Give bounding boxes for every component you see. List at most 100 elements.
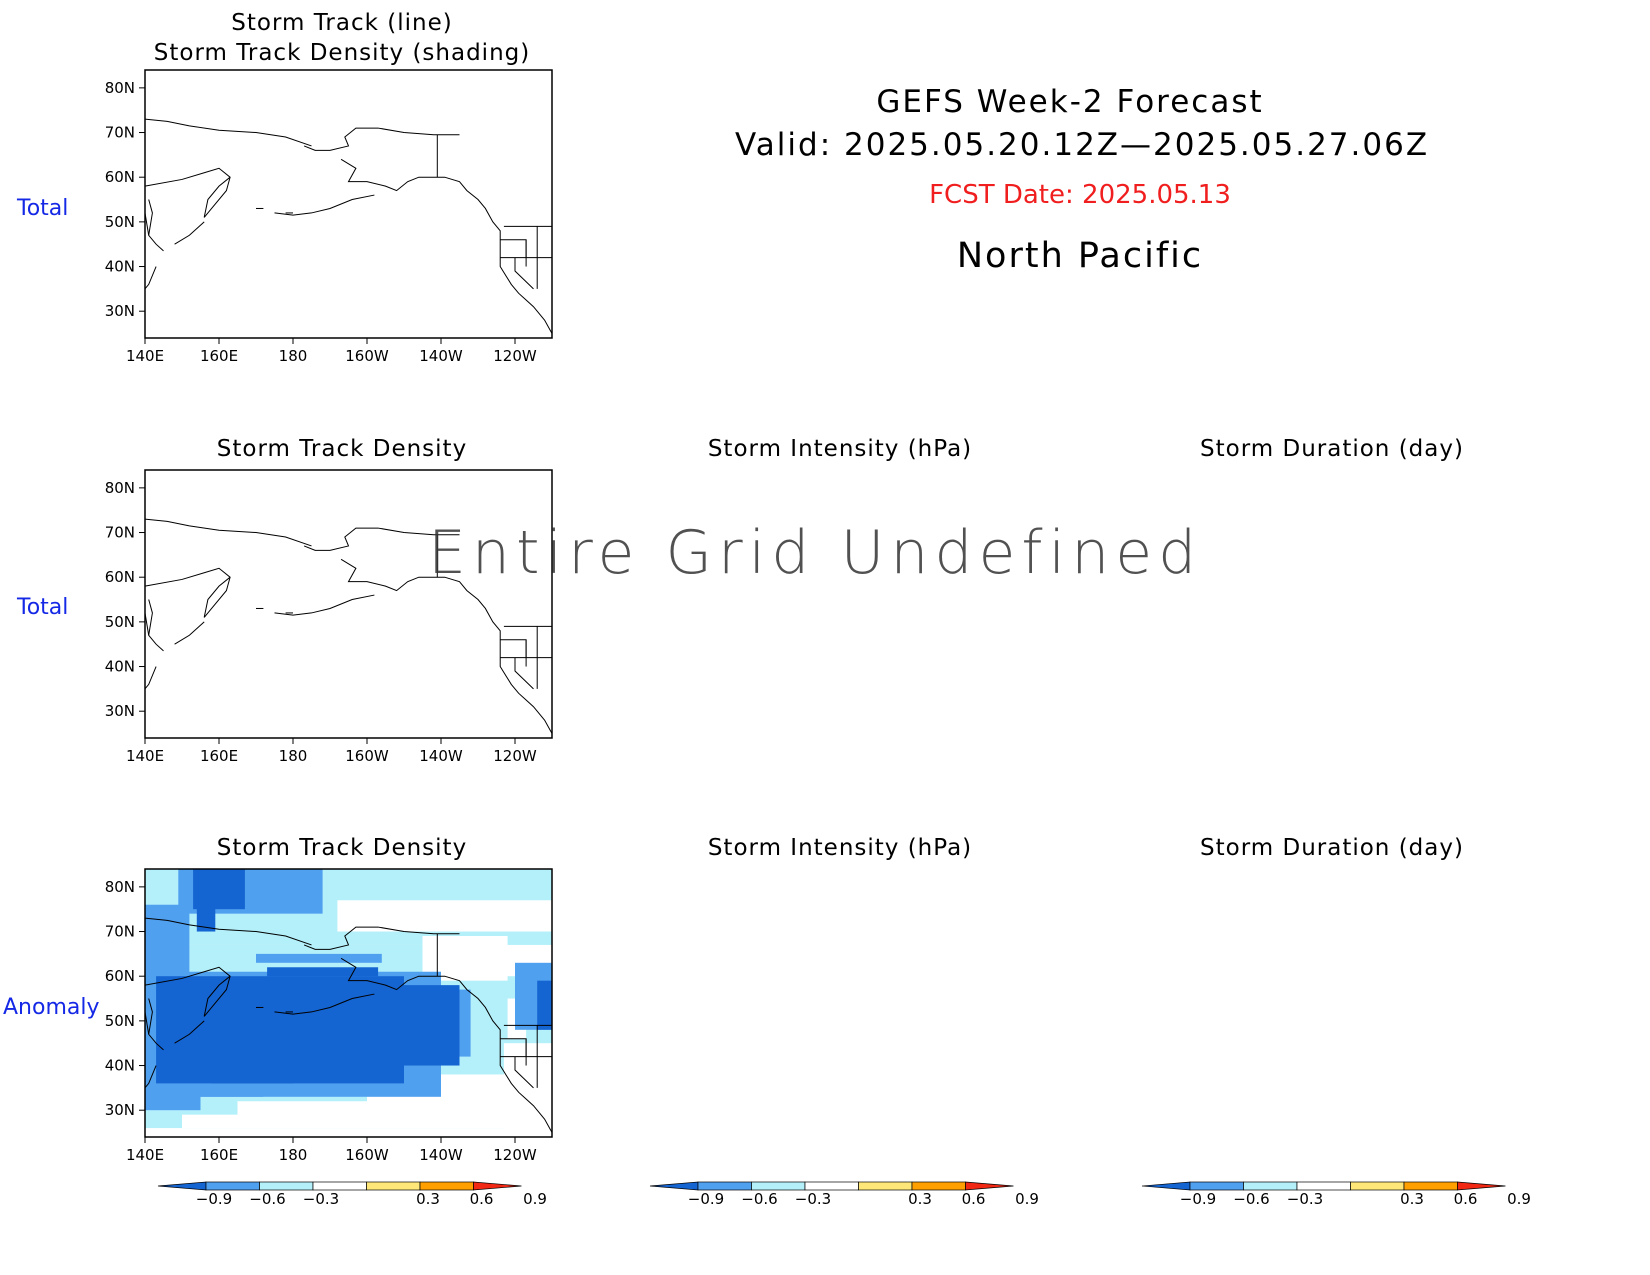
colorbar-label: −0.6	[1233, 1190, 1269, 1208]
row3-label: Anomaly	[3, 995, 100, 1020]
colorbar-arrow-right	[473, 1181, 522, 1191]
lat-tick-label: 40N	[105, 1057, 135, 1075]
lon-tick-label: 180	[279, 747, 308, 765]
lat-tick-label: 70N	[105, 524, 135, 542]
anomaly-cell	[196, 895, 216, 932]
map-total-density: 80N 70N 60N 50N 40N 30N 140E 160E 180 160W 140W 120…	[105, 469, 553, 765]
lon-tick-label: 160W	[345, 747, 389, 765]
coastline	[144, 266, 157, 290]
lat-tick-label: 30N	[105, 702, 135, 720]
lat-tick-label: 50N	[105, 1012, 135, 1030]
coastline	[203, 975, 231, 1017]
colorbar-label: 0.3	[416, 1190, 440, 1208]
coastline	[174, 621, 205, 645]
coastline	[274, 194, 375, 216]
boundary-line	[514, 1056, 534, 1089]
coastline	[144, 1011, 164, 1051]
coastline	[144, 917, 312, 946]
map-frame-border	[144, 469, 553, 739]
anomaly-cell	[211, 1078, 293, 1084]
colorbar-arrow-left	[649, 1181, 699, 1191]
colorbar-label: 0.9	[1507, 1190, 1531, 1208]
lat-tick-label: 60N	[105, 168, 135, 186]
row2-label: Total	[17, 595, 69, 620]
colorbar-label: 0.3	[908, 1190, 932, 1208]
coastline	[340, 957, 553, 1133]
colorbar-segment	[804, 1181, 859, 1191]
lat-tick-label: 80N	[105, 79, 135, 97]
coastline	[144, 518, 312, 547]
boundary-line	[514, 657, 534, 690]
colorbar-label: −0.3	[795, 1190, 831, 1208]
anomaly-cell	[145, 904, 190, 977]
colorbar-segment	[366, 1181, 421, 1191]
lat-tick-label: 60N	[105, 568, 135, 586]
lon-tick-label: 120W	[493, 1146, 537, 1164]
colorbar-segment	[751, 1181, 806, 1191]
colorbar-segment	[911, 1181, 966, 1191]
colorbar-segment	[1403, 1181, 1458, 1191]
colorbar-segment	[1296, 1181, 1351, 1191]
coastline	[303, 127, 460, 151]
colorbar-segment	[259, 1181, 314, 1191]
anomaly-cell	[337, 900, 552, 932]
colorbar-segment	[205, 1181, 260, 1191]
colorbar-segment	[858, 1181, 913, 1191]
colorbar-arrow-left	[157, 1181, 207, 1191]
colorbar-label: −0.9	[1180, 1190, 1216, 1208]
colorbar-label: 0.9	[1015, 1190, 1039, 1208]
forecast-title: GEFS Week-2 Forecast	[876, 84, 1264, 120]
coastline	[303, 527, 460, 551]
lon-tick-label: 180	[279, 1146, 308, 1164]
coastline	[144, 118, 312, 147]
region-name: North Pacific	[956, 236, 1204, 276]
lon-tick-label: 120W	[493, 747, 537, 765]
colorbar-label: 0.6	[1454, 1190, 1478, 1208]
lat-tick-label: 50N	[105, 613, 135, 631]
lon-tick-label: 140E	[126, 347, 164, 365]
lon-tick-label: 140W	[419, 747, 463, 765]
panel1-title-line: Storm Track (line)	[231, 10, 453, 36]
lon-tick-label: 160W	[345, 1146, 389, 1164]
undefined-message: Entire Grid Undefined	[428, 518, 1203, 588]
lon-tick-label: 140W	[419, 347, 463, 365]
colorbar-label: −0.6	[249, 1190, 285, 1208]
colorbar-label: −0.6	[741, 1190, 777, 1208]
coastline	[144, 1065, 157, 1089]
colorbar-segment	[1350, 1181, 1405, 1191]
anomaly-cell	[293, 1065, 397, 1079]
lat-tick-label: 80N	[105, 479, 135, 497]
lat-tick-label: 70N	[105, 923, 135, 941]
lon-tick-label: 160E	[200, 347, 238, 365]
lat-tick-label: 70N	[105, 124, 135, 142]
lat-tick-label: 40N	[105, 658, 135, 676]
coastline	[148, 998, 153, 1035]
colorbar-label: −0.3	[303, 1190, 339, 1208]
colorbar-label: −0.9	[688, 1190, 724, 1208]
anomaly-cell	[237, 1101, 367, 1129]
lat-tick-label: 40N	[105, 258, 135, 276]
coastline	[303, 926, 460, 950]
panel1-title-shading: Storm Track Density (shading)	[153, 40, 531, 66]
map-frame-border	[144, 69, 553, 339]
coastline	[148, 599, 153, 636]
coastline	[144, 167, 231, 218]
forecast-date: FCST Date: 2025.05.13	[929, 180, 1231, 210]
anomaly-cell	[256, 953, 382, 963]
colorbar-arrow-left	[1141, 1181, 1191, 1191]
panel3-duration-title: Storm Duration (day)	[1200, 835, 1464, 861]
anomaly-cell	[404, 985, 460, 1066]
coastline	[144, 212, 164, 252]
colorbar-intensity: −0.9 −0.6 −0.3 0.3 0.6 0.9	[649, 1181, 1039, 1208]
colorbar-segment	[312, 1181, 367, 1191]
lon-tick-label: 160W	[345, 347, 389, 365]
map-total-track: 80N 70N 60N 50N 40N 30N 140E 160E 180 160W 140W 120…	[105, 69, 553, 365]
panel3-density-title: Storm Track Density	[216, 835, 468, 861]
lon-tick-label: 160E	[200, 1146, 238, 1164]
valid-range: Valid: 2025.05.20.12Z—2025.05.27.06Z	[735, 127, 1430, 163]
colorbar-label: 0.6	[470, 1190, 494, 1208]
boundary-line	[514, 257, 534, 290]
map-anomaly-density: 80N 70N 60N 50N 40N 30N 140E 160E 180 160W 140W 120…	[105, 868, 553, 1164]
lon-tick-label: 180	[279, 347, 308, 365]
lat-tick-label: 30N	[105, 1101, 135, 1119]
